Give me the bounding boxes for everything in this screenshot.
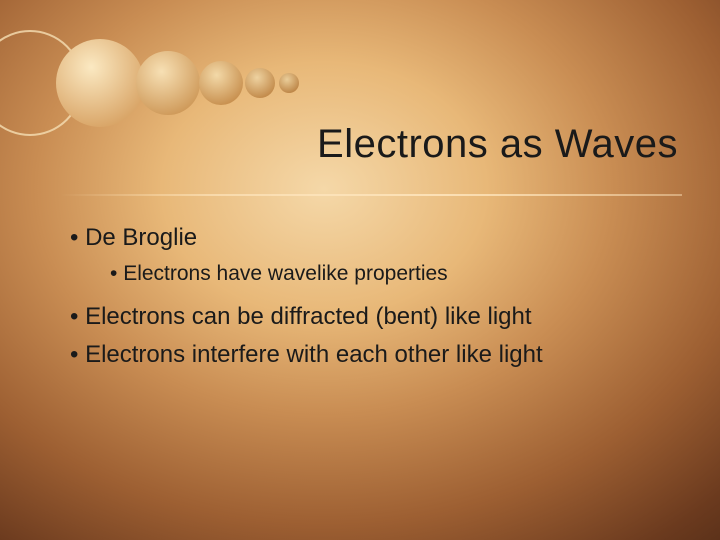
bullet-item: Electrons have wavelike properties xyxy=(110,260,680,288)
bullet-item: Electrons interfere with each other like… xyxy=(70,339,680,371)
slide-title: Electrons as Waves xyxy=(317,122,678,167)
circle-icon xyxy=(56,39,144,127)
circle-icon xyxy=(199,61,243,105)
slide: Electrons as Waves De Broglie Electrons … xyxy=(0,0,720,540)
bullet-item: De Broglie xyxy=(70,222,680,254)
title-divider xyxy=(60,194,682,196)
circle-outline-icon xyxy=(0,31,82,135)
circle-icon xyxy=(245,68,275,98)
bullet-item: Electrons can be diffracted (bent) like … xyxy=(70,301,680,333)
slide-body: De Broglie Electrons have wavelike prope… xyxy=(70,222,680,378)
circle-icon xyxy=(279,73,299,93)
circle-icon xyxy=(136,51,200,115)
